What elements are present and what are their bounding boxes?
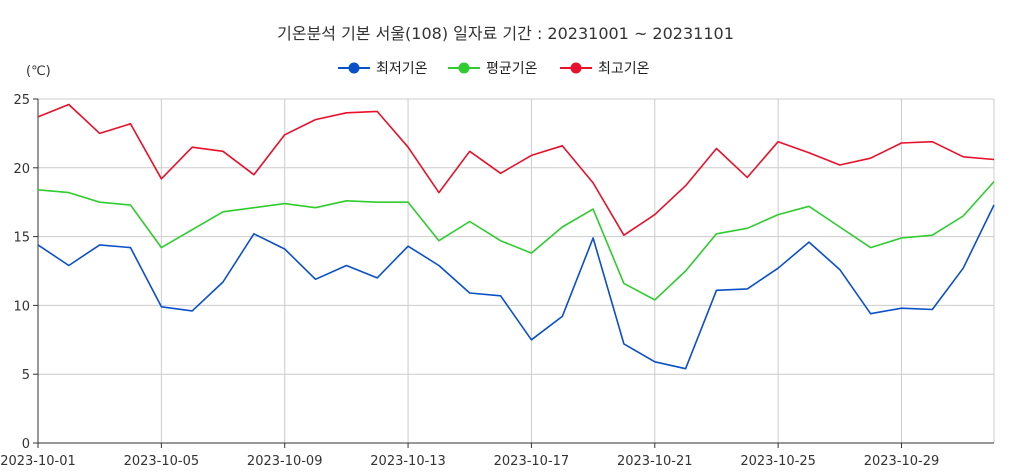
x-tick-label: 2023-10-29 xyxy=(864,454,940,469)
y-tick-label: 25 xyxy=(13,93,30,108)
legend-avg-swatch xyxy=(448,62,480,74)
x-tick-label: 2023-10-17 xyxy=(494,454,570,469)
legend-item-max[interactable]: 최고기온 xyxy=(560,58,650,78)
y-axis-unit: (℃) xyxy=(26,64,51,79)
legend: 최저기온 평균기온 최고기온 xyxy=(0,58,1011,78)
legend-item-min[interactable]: 최저기온 xyxy=(338,58,428,78)
series-avg-line xyxy=(37,181,995,301)
x-tick-label: 2023-10-09 xyxy=(247,454,323,469)
x-tick-label: 2023-10-25 xyxy=(740,454,816,469)
legend-max-label: 최고기온 xyxy=(598,61,650,77)
y-tick-label: 10 xyxy=(13,299,30,314)
x-tick-label: 2023-10-21 xyxy=(617,454,693,469)
legend-item-avg[interactable]: 평균기온 xyxy=(448,58,538,78)
y-tick-label: 0 xyxy=(22,437,30,452)
series-max-line xyxy=(37,103,995,236)
legend-max-swatch xyxy=(560,62,592,74)
y-tick-label: 5 xyxy=(22,368,30,383)
x-tick-label: 2023-10-01 xyxy=(0,454,76,469)
x-tick-label: 2023-10-05 xyxy=(124,454,200,469)
y-tick-label: 20 xyxy=(13,162,30,177)
x-tick-label: 2023-10-13 xyxy=(370,454,446,469)
chart-title: 기온분석 기본 서울(108) 일자료 기간 : 20231001 ~ 2023… xyxy=(277,24,734,43)
legend-avg-label: 평균기온 xyxy=(486,61,538,77)
series-min-line xyxy=(37,204,995,370)
legend-min-swatch xyxy=(338,62,370,74)
y-tick-label: 15 xyxy=(13,231,30,246)
legend-min-label: 최저기온 xyxy=(376,61,428,77)
